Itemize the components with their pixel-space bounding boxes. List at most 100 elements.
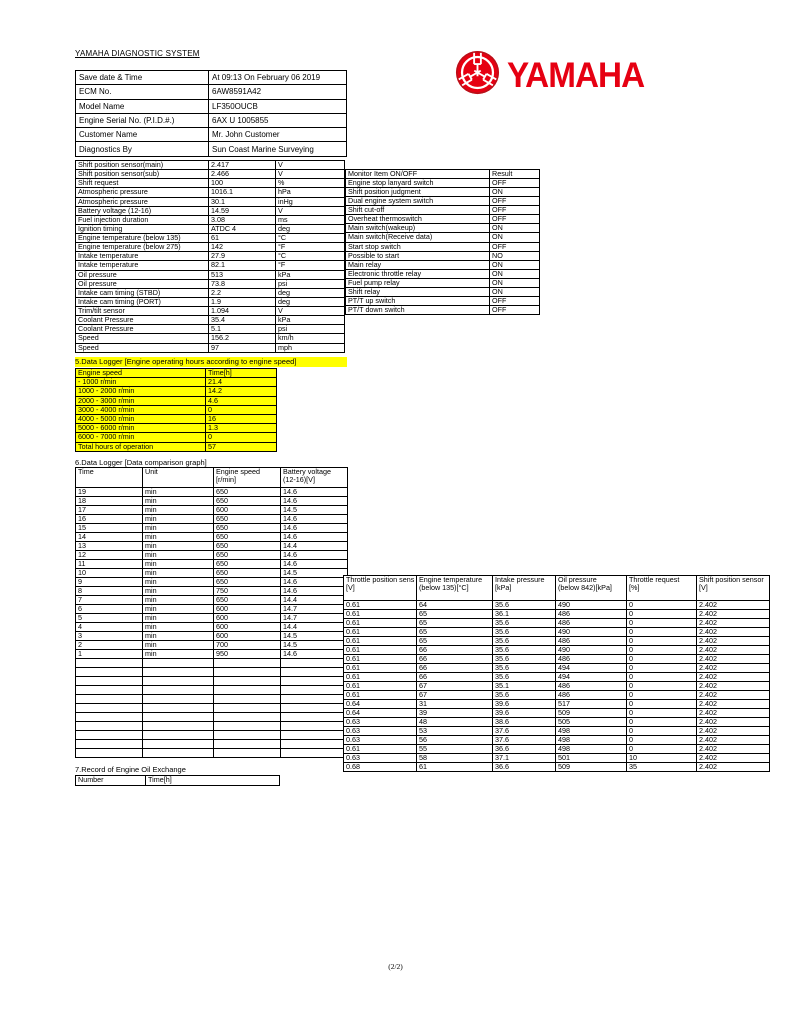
table-cell bbox=[213, 703, 281, 713]
table-cell: 14.5 bbox=[280, 640, 348, 650]
table-cell: 0 bbox=[205, 404, 277, 415]
table-cell: psi bbox=[275, 324, 345, 335]
table-cell: 486 bbox=[555, 636, 627, 646]
table-row: Shift position judgment ON bbox=[345, 187, 540, 198]
table-cell: 490 bbox=[555, 645, 627, 655]
table-cell: 490 bbox=[555, 627, 627, 637]
table-cell: min bbox=[142, 586, 214, 596]
table-cell: Overheat thermoswitch bbox=[345, 214, 490, 225]
table-cell: 6AW8591A42 bbox=[208, 84, 347, 100]
table-cell: 0.64 bbox=[343, 699, 417, 709]
table-cell: Shift cut-off bbox=[345, 205, 490, 216]
table-cell: 0.61 bbox=[343, 609, 417, 619]
table-cell: 82.1 bbox=[208, 260, 276, 271]
table-cell: 14.4 bbox=[280, 622, 348, 632]
table-row: 2 min 700 14.5 bbox=[75, 640, 348, 650]
table-cell: 2.402 bbox=[696, 699, 770, 709]
table-cell: 1016.1 bbox=[208, 187, 276, 198]
table-cell: 3.08 bbox=[208, 214, 276, 225]
column-header: Shift position sensor [V] bbox=[696, 575, 770, 601]
table-cell: 37.6 bbox=[492, 735, 556, 745]
engine-hours-table: Engine speed Time[h] - 1000 r/min 21.4 1000… bbox=[75, 367, 277, 452]
table-cell: 14.5 bbox=[280, 568, 348, 578]
table-cell: 0 bbox=[626, 663, 697, 673]
table-cell: Oil pressure bbox=[75, 278, 209, 289]
table-cell: ON bbox=[489, 187, 540, 198]
table-row: 4000 - 5000 r/min 16 bbox=[75, 413, 277, 425]
table-cell: mph bbox=[275, 342, 345, 353]
oil-exchange-table: Number Time[h] bbox=[75, 775, 280, 786]
table-row: 11 min 650 14.6 bbox=[75, 559, 348, 569]
table-cell: 39.6 bbox=[492, 708, 556, 718]
table-cell: Start stop switch bbox=[345, 241, 490, 252]
table-cell bbox=[75, 685, 143, 695]
table-cell: 2.402 bbox=[696, 627, 770, 637]
table-cell: 0 bbox=[626, 672, 697, 682]
data-comparison-right-table: Throttle position sens [V] Engine temperat… bbox=[343, 575, 770, 772]
table-cell: V bbox=[275, 305, 345, 317]
table-cell bbox=[213, 748, 281, 758]
table-cell: 0 bbox=[626, 681, 697, 691]
column-header: Intake pressure [kPa] bbox=[492, 575, 556, 601]
table-cell: km/h bbox=[275, 333, 345, 344]
table-cell: 1.3 bbox=[205, 423, 277, 434]
table-row: Intake temperature 27.9 °C bbox=[75, 251, 345, 262]
table-cell: Atmospheric pressure bbox=[75, 187, 209, 198]
table-cell: min bbox=[142, 568, 214, 578]
table-cell: min bbox=[142, 577, 214, 587]
table-row: Engine temperature (below 135) 61 °C bbox=[75, 232, 345, 244]
table-cell: 2000 - 3000 r/min bbox=[75, 395, 206, 406]
table-cell: 156.2 bbox=[208, 333, 276, 344]
table-cell bbox=[75, 676, 143, 686]
table-cell: 650 bbox=[213, 487, 281, 497]
table-cell: 35.1 bbox=[492, 681, 556, 691]
table-cell: 5 bbox=[75, 613, 143, 623]
table-row: 2000 - 3000 r/min 4.6 bbox=[75, 395, 277, 406]
table-row: Start stop switch OFF bbox=[345, 241, 540, 252]
table-cell: 3 bbox=[75, 631, 143, 641]
column-header: Result bbox=[489, 168, 540, 180]
column-header: Time[h] bbox=[145, 775, 280, 786]
table-cell: 0.63 bbox=[343, 753, 417, 763]
sensor-values-table: Shift position sensor(main) 2.417 V Shift p… bbox=[75, 159, 345, 353]
table-cell: 1.9 bbox=[208, 296, 276, 308]
table-cell: ms bbox=[275, 214, 345, 225]
table-cell: 66 bbox=[416, 654, 493, 664]
table-cell: Main switch(Receive data) bbox=[345, 232, 490, 243]
table-cell: 950 bbox=[213, 649, 281, 659]
table-cell: Fuel pump relay bbox=[345, 277, 490, 288]
table-cell: Customer Name bbox=[75, 127, 209, 143]
table-cell: 39.6 bbox=[492, 699, 556, 709]
table-row: Ignition timing ATDC 4 deg bbox=[75, 223, 345, 235]
table-cell: 0 bbox=[626, 609, 697, 619]
table-cell bbox=[280, 748, 348, 758]
table-cell: ATDC 4 bbox=[208, 223, 276, 235]
table-cell: 14.59 bbox=[208, 205, 276, 216]
table-row bbox=[75, 694, 348, 704]
table-cell: 14.6 bbox=[280, 496, 348, 506]
table-cell: 650 bbox=[213, 568, 281, 578]
table-cell: Mr. John Customer bbox=[208, 127, 347, 143]
table-cell: Ignition timing bbox=[75, 223, 209, 235]
table-cell: min bbox=[142, 523, 214, 533]
table-cell: 10 bbox=[626, 753, 697, 763]
table-cell: 2.402 bbox=[696, 681, 770, 691]
table-cell: 486 bbox=[555, 690, 627, 700]
table-cell: 19 bbox=[75, 487, 143, 497]
table-cell: 14.6 bbox=[280, 550, 348, 560]
table-cell bbox=[280, 712, 348, 722]
table-row: 0.64 39 39.6 509 0 2.402 bbox=[343, 708, 770, 718]
table-row: Trim/tilt sensor 1.094 V bbox=[75, 305, 345, 317]
monitor-item-table: Monitor Item ON/OFF Result Engine stop la… bbox=[345, 168, 540, 316]
table-cell: 1.094 bbox=[208, 305, 276, 317]
table-cell: 2.402 bbox=[696, 636, 770, 646]
table-cell: 0.61 bbox=[343, 681, 417, 691]
table-cell: ON bbox=[489, 223, 540, 234]
table-row: 0.63 53 37.6 498 0 2.402 bbox=[343, 726, 770, 736]
table-cell: 2.402 bbox=[696, 735, 770, 745]
table-cell: min bbox=[142, 631, 214, 641]
table-row: Speed 156.2 km/h bbox=[75, 333, 345, 344]
page-number: (2/2) bbox=[388, 962, 403, 971]
table-cell: 0 bbox=[626, 699, 697, 709]
table-cell: 0.63 bbox=[343, 717, 417, 727]
